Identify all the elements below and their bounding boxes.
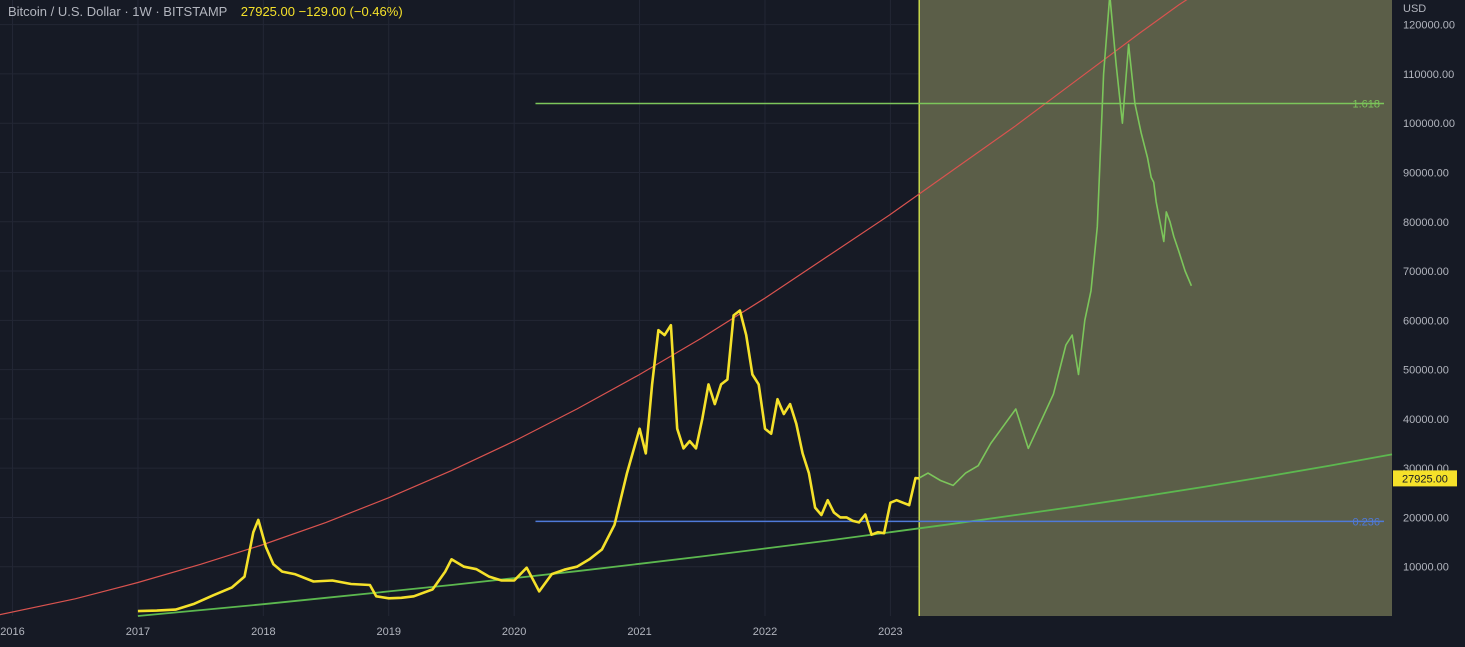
fib-level-label: 1.618 [1352, 98, 1380, 110]
price-series [137, 0, 1193, 613]
last-price-tag: 27925.00 [1393, 470, 1457, 487]
grid-lines [0, 0, 1392, 616]
y-tick-label: 10000.00 [1403, 562, 1449, 574]
y-unit-label: USD [1403, 3, 1426, 15]
price-line [137, 309, 920, 613]
y-tick-label: 70000.00 [1403, 266, 1449, 278]
y-tick-label: 110000.00 [1403, 69, 1454, 81]
y-tick-label: 90000.00 [1403, 167, 1449, 179]
x-tick-label: 2016 [0, 626, 24, 638]
lower-trend-curve [137, 453, 1393, 617]
price-quote: 27925.00 −129.00 (−0.46%) [240, 4, 403, 19]
x-tick-label: 2020 [502, 626, 526, 638]
y-tick-label: 60000.00 [1403, 315, 1449, 327]
projection-line [918, 0, 1193, 487]
x-axis[interactable]: 2016 2017 2018 2019 2020 2021 2022 2023 [0, 626, 902, 638]
last-price-tag-text: 27925.00 [1402, 473, 1448, 485]
projection-zone-fill [919, 0, 1392, 616]
fib-level-label: 0.236 [1352, 516, 1380, 528]
last-price-tag-bg [1393, 470, 1457, 487]
y-tick-label: 120000.00 [1403, 20, 1455, 32]
trend-curves [0, 0, 1393, 617]
y-tick-label: 20000.00 [1403, 512, 1449, 524]
x-tick-label: 2021 [627, 626, 651, 638]
y-tick-label: 40000.00 [1403, 414, 1449, 426]
fib-levels[interactable]: 1.618 0.236 [535, 98, 1384, 528]
y-axis[interactable]: USD10000.0020000.0030000.0040000.0050000… [1403, 3, 1455, 574]
chart-header: Bitcoin / U.S. Dollar · 1W · BITSTAMP 27… [8, 4, 403, 19]
x-tick-label: 2019 [377, 626, 401, 638]
x-tick-label: 2017 [126, 626, 150, 638]
y-tick-label: 80000.00 [1403, 217, 1449, 229]
x-tick-label: 2022 [753, 626, 777, 638]
projection-zone [918, 0, 1392, 616]
upper-trend-curve [0, 0, 1188, 616]
x-tick-label: 2023 [878, 626, 902, 638]
symbol-title[interactable]: Bitcoin / U.S. Dollar · 1W · BITSTAMP [8, 4, 228, 19]
x-tick-label: 2018 [251, 626, 275, 638]
y-tick-label: 50000.00 [1403, 365, 1449, 377]
y-tick-label: 100000.00 [1403, 118, 1455, 130]
